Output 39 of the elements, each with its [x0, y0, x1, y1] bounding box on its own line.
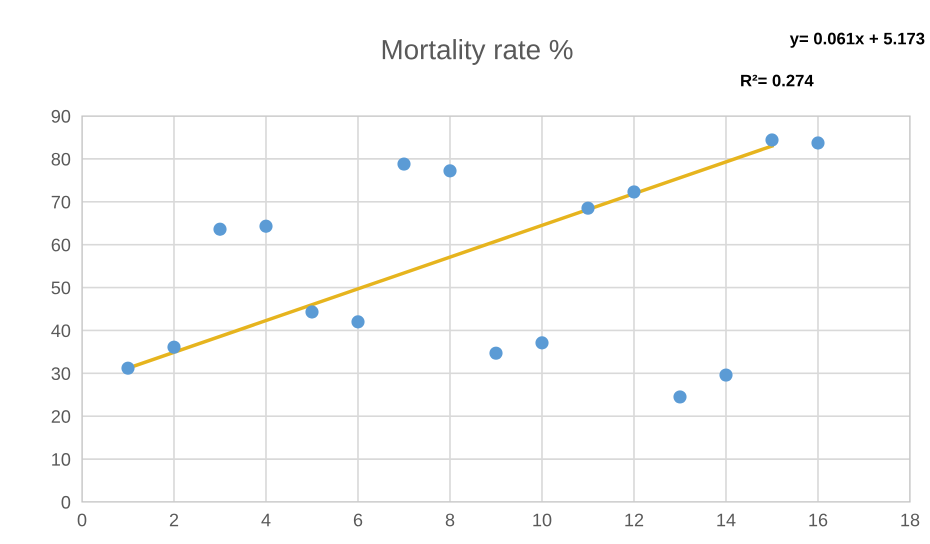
x-tick-label: 6: [354, 514, 362, 526]
point: [719, 368, 733, 382]
point: [489, 346, 503, 360]
x-tick-label: 10: [533, 514, 552, 526]
x-tick-label: 18: [901, 514, 920, 526]
x-tick-label: 16: [809, 514, 828, 526]
y-tick-label: 30: [51, 367, 70, 380]
y-tick-label: 60: [52, 238, 70, 252]
y-tick-label: 10: [52, 453, 70, 466]
point: [351, 315, 365, 328]
point: [535, 336, 549, 350]
point: [627, 185, 641, 198]
text: R²= 0.274: [741, 74, 814, 86]
x-tick-label: 12: [625, 514, 644, 526]
point: [811, 136, 825, 150]
x-tick-label: 4: [261, 514, 270, 526]
point: [167, 340, 181, 354]
y-tick-label: 40: [51, 324, 70, 338]
y-tick-label: 0: [62, 496, 70, 509]
x-tick-label: 14: [717, 514, 736, 526]
x-tick-label: 0: [78, 514, 86, 526]
y-tick-label: 20: [52, 410, 70, 423]
y-tick-label: 80: [52, 152, 70, 166]
point: [765, 133, 779, 147]
point: [581, 202, 595, 215]
chart-title: Mortality rate %: [382, 39, 572, 65]
point: [397, 157, 411, 171]
y-tick-label: 90: [52, 110, 70, 123]
point: [259, 220, 273, 233]
point: [213, 222, 227, 236]
text: y= 0.061x + 5.173: [790, 32, 924, 48]
point: [305, 305, 319, 319]
x-tick-label: 2: [170, 514, 178, 526]
point: [673, 390, 687, 404]
x-tick-label: 8: [446, 514, 454, 526]
point: [443, 164, 457, 178]
point: [121, 362, 135, 375]
y-tick-label: 70: [52, 196, 70, 208]
y-tick-label: 50: [52, 281, 70, 294]
